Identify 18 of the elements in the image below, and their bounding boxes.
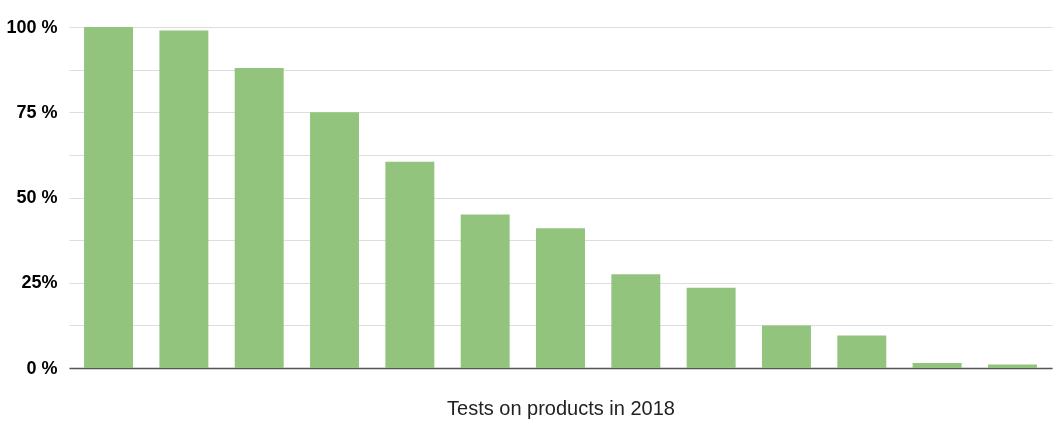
bar (310, 112, 359, 368)
y-tick-label: 100 % (6, 16, 58, 37)
bar (611, 274, 661, 368)
y-tick-label: 50 % (16, 187, 58, 207)
bar (385, 161, 435, 368)
x-axis-title: Tests on products in 2018 (447, 396, 675, 419)
y-tick-label: 25% (21, 272, 58, 293)
bar (460, 214, 510, 368)
y-tick-label: 75 % (16, 101, 58, 122)
y-tick-label: 0 % (26, 357, 58, 378)
bar (84, 27, 134, 368)
bar (159, 30, 209, 368)
bar (837, 335, 887, 368)
bar (234, 67, 284, 368)
bar (762, 325, 811, 368)
bar (686, 287, 736, 368)
bar (536, 228, 585, 368)
bar (912, 362, 962, 368)
